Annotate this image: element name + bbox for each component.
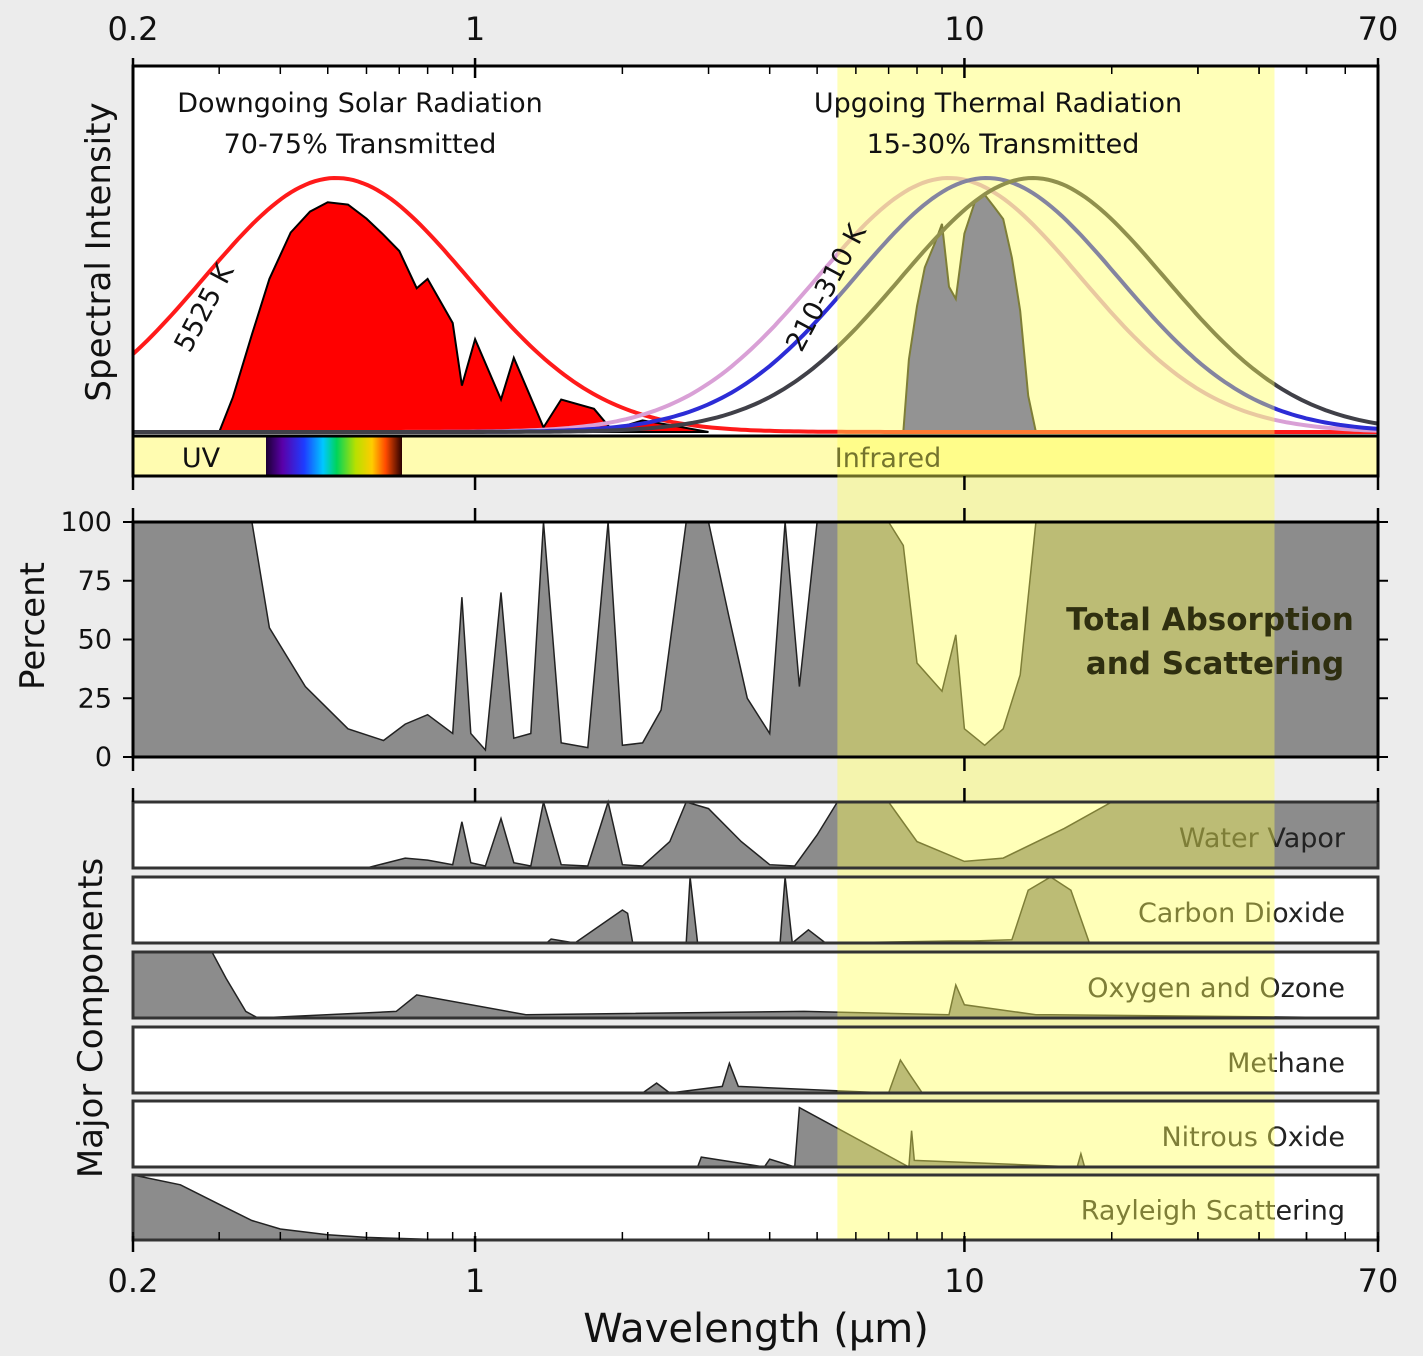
solar-subtitle: 70-75% Transmitted — [224, 129, 497, 160]
y-label-percent: Percent — [13, 562, 53, 690]
top-panel-frame — [131, 64, 1380, 438]
percent-tick-label: 100 — [60, 507, 112, 538]
top-tick-label: 70 — [1358, 10, 1399, 48]
total-absorption-line2: and Scattering — [1086, 646, 1344, 682]
solar-blackbody-curve — [131, 175, 1378, 434]
percent-tick-label: 0 — [95, 742, 112, 773]
component-absorption-area — [133, 876, 1378, 945]
infrared-band — [402, 436, 1378, 476]
thermal-title: Upgoing Thermal Radiation — [814, 88, 1182, 119]
component-panel-frame — [131, 875, 1380, 945]
percent-panel-frame — [131, 520, 1380, 759]
panel-frames — [131, 64, 1380, 1242]
major-components-panels: Water Vapor Carbon Dioxide Oxygen and Ozon… — [132, 799, 1379, 1241]
solar-title: Downgoing Solar Radiation — [177, 88, 543, 119]
x-axis-ticks: 0.2 0.2 1 1 10 10 70 70 — [108, 10, 1399, 1300]
component-label: Water Vapor — [1179, 823, 1346, 854]
component-panel-background — [133, 1101, 1378, 1167]
spectral-intensity-panel — [131, 175, 1379, 434]
component-label: Methane — [1227, 1048, 1345, 1079]
component-panel-background — [133, 1175, 1378, 1240]
bottom-tick-label: 0.2 — [108, 1262, 159, 1300]
component-label: Rayleigh Scattering — [1081, 1196, 1345, 1227]
component-absorption-area — [132, 951, 1379, 1019]
thermal-transmitted-area — [902, 193, 1038, 433]
uv-band — [133, 436, 266, 476]
visible-band — [266, 436, 402, 476]
bottom-tick-label: 10 — [944, 1262, 985, 1300]
top-tick-label: 0.2 — [108, 10, 159, 48]
component-panel-frame — [131, 1025, 1380, 1095]
percent-tick-label: 25 — [78, 683, 112, 714]
component-panel-background — [133, 1027, 1378, 1093]
total-absorption-line1: Total Absorption — [1066, 602, 1354, 638]
x-axis-label: Wavelength (μm) — [583, 1306, 929, 1352]
component-panel-frame — [131, 1173, 1380, 1242]
component-label: Carbon Dioxide — [1138, 898, 1345, 929]
bottom-tick-label: 1 — [465, 1262, 485, 1300]
infrared-label: Infrared — [835, 443, 941, 474]
component-panel-background — [133, 877, 1378, 943]
component-label: Oxygen and Ozone — [1087, 973, 1345, 1004]
thermal-subtitle: 15-30% Transmitted — [867, 129, 1140, 160]
component-panel-frame — [131, 800, 1380, 870]
percent-tick-label: 50 — [78, 625, 112, 656]
y-label-spectral-intensity: Spectral Intensity — [79, 102, 119, 401]
bottom-tick-label: 70 — [1358, 1262, 1399, 1300]
top-tick-label: 10 — [944, 10, 985, 48]
spectrum-band-bar: UV Infrared — [131, 434, 1380, 478]
y-label-major-components: Major Components — [71, 858, 111, 1178]
component-panel-frame — [131, 950, 1380, 1020]
percent-tick-label: 75 — [78, 566, 112, 597]
component-panel-frame — [131, 1099, 1380, 1169]
uv-label: UV — [182, 443, 221, 474]
component-panel-background — [133, 952, 1378, 1018]
top-tick-label: 1 — [465, 10, 485, 48]
thermal-window-highlight — [837, 66, 1275, 1240]
component-absorption-area — [133, 799, 1379, 869]
component-label: Nitrous Oxide — [1161, 1122, 1345, 1153]
thermal-blackbody-curve — [133, 175, 1379, 434]
total-absorption-panel: 100 75 50 25 0 — [60, 507, 1388, 773]
